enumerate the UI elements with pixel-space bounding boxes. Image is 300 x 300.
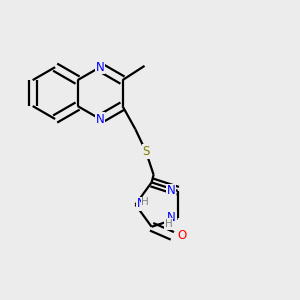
Text: H: H [141,197,149,207]
Text: N: N [96,61,104,74]
Text: O: O [177,229,187,242]
Text: N: N [167,184,175,197]
Text: N: N [137,197,146,210]
Text: N: N [96,112,104,125]
Text: N: N [167,211,176,224]
Text: S: S [142,145,149,158]
Text: H: H [165,219,173,229]
